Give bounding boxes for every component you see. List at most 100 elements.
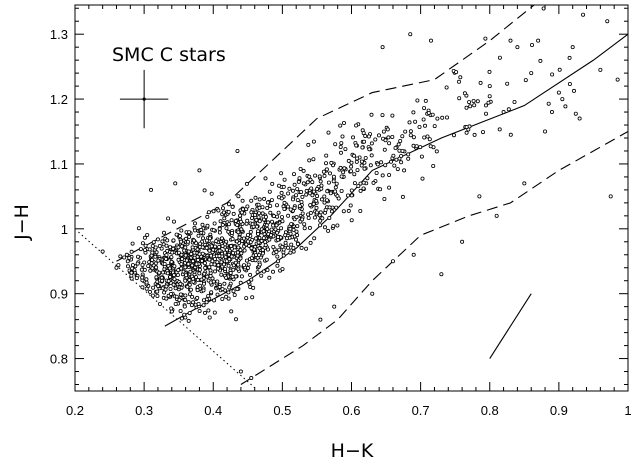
data-point bbox=[299, 245, 304, 250]
data-point bbox=[444, 85, 449, 90]
data-point bbox=[428, 38, 433, 43]
data-point bbox=[557, 67, 562, 72]
data-point bbox=[515, 45, 520, 50]
data-point bbox=[130, 266, 135, 271]
data-point bbox=[403, 129, 408, 134]
data-point bbox=[222, 281, 227, 286]
data-point bbox=[135, 261, 140, 266]
data-point bbox=[217, 245, 222, 250]
data-point bbox=[212, 262, 217, 267]
data-point bbox=[261, 269, 266, 274]
data-point bbox=[202, 271, 207, 276]
data-point bbox=[142, 247, 147, 252]
data-point bbox=[236, 194, 241, 199]
data-point bbox=[339, 141, 344, 146]
data-point bbox=[142, 235, 147, 240]
data-point bbox=[328, 191, 333, 196]
data-point bbox=[126, 264, 131, 269]
data-point bbox=[271, 214, 276, 219]
data-point bbox=[182, 312, 187, 317]
x-tick-label: 0.7 bbox=[412, 403, 430, 418]
data-point bbox=[270, 181, 275, 186]
data-point bbox=[312, 236, 317, 241]
data-point bbox=[282, 177, 287, 182]
data-point bbox=[196, 233, 201, 238]
data-point bbox=[231, 211, 236, 216]
data-point bbox=[421, 117, 426, 122]
data-point bbox=[345, 193, 350, 198]
data-point bbox=[191, 238, 196, 243]
data-point bbox=[187, 282, 192, 287]
data-point bbox=[333, 185, 338, 190]
data-point bbox=[275, 259, 280, 264]
data-point bbox=[246, 279, 251, 284]
data-point bbox=[155, 293, 160, 298]
upper-dashed-line bbox=[116, 5, 535, 262]
data-point bbox=[567, 82, 572, 87]
data-point bbox=[288, 231, 293, 236]
data-point bbox=[191, 279, 196, 284]
data-point bbox=[244, 181, 249, 186]
data-point bbox=[249, 216, 254, 221]
x-tick-label: 0.4 bbox=[204, 403, 222, 418]
data-point bbox=[199, 258, 204, 263]
data-point bbox=[179, 316, 184, 321]
data-point bbox=[529, 71, 534, 76]
data-point bbox=[164, 284, 169, 289]
data-point bbox=[253, 253, 258, 258]
data-point bbox=[149, 261, 154, 266]
data-point bbox=[129, 249, 134, 254]
data-point bbox=[348, 169, 353, 174]
data-point bbox=[472, 103, 477, 108]
data-point bbox=[216, 263, 221, 268]
y-axis-title: J−H bbox=[11, 204, 33, 241]
data-point bbox=[487, 84, 492, 89]
data-point bbox=[468, 104, 473, 109]
data-point bbox=[231, 263, 236, 268]
data-point bbox=[280, 219, 285, 224]
x-tick-labels: 0.2 0.3 0.4 0.5 0.6 0.7 0.8 0.9 1 bbox=[66, 403, 632, 418]
data-point bbox=[254, 224, 259, 229]
data-point bbox=[523, 78, 528, 83]
data-point bbox=[187, 234, 192, 239]
data-point bbox=[164, 296, 169, 301]
data-point bbox=[299, 189, 304, 194]
data-point bbox=[362, 166, 367, 171]
data-point bbox=[114, 265, 119, 270]
data-point bbox=[260, 251, 265, 256]
data-point bbox=[202, 310, 207, 315]
data-point bbox=[380, 173, 385, 178]
data-point bbox=[150, 257, 155, 262]
data-point bbox=[129, 270, 134, 275]
data-point bbox=[549, 110, 554, 115]
data-point bbox=[179, 262, 184, 267]
data-point bbox=[218, 219, 223, 224]
data-point bbox=[200, 236, 205, 241]
data-point bbox=[417, 125, 422, 130]
data-point bbox=[124, 252, 129, 257]
data-point bbox=[396, 142, 401, 147]
data-point bbox=[327, 205, 332, 210]
data-point bbox=[226, 290, 231, 295]
data-point bbox=[467, 100, 472, 105]
data-point bbox=[451, 133, 456, 138]
data-point bbox=[605, 19, 610, 24]
data-point bbox=[186, 318, 191, 323]
data-point bbox=[233, 218, 238, 223]
data-point bbox=[354, 159, 359, 164]
data-point bbox=[390, 259, 395, 264]
data-point bbox=[326, 228, 331, 233]
data-point bbox=[229, 230, 234, 235]
data-point bbox=[282, 200, 287, 205]
data-point bbox=[184, 236, 189, 241]
data-point bbox=[508, 132, 513, 137]
data-point bbox=[157, 270, 162, 275]
data-point bbox=[241, 263, 246, 268]
data-point bbox=[322, 173, 327, 178]
chart-annotation: SMC C stars bbox=[112, 44, 226, 66]
data-point bbox=[324, 153, 329, 158]
reddening-vector bbox=[489, 293, 532, 359]
data-point bbox=[386, 135, 391, 140]
data-point bbox=[271, 244, 276, 249]
data-point bbox=[207, 257, 212, 262]
